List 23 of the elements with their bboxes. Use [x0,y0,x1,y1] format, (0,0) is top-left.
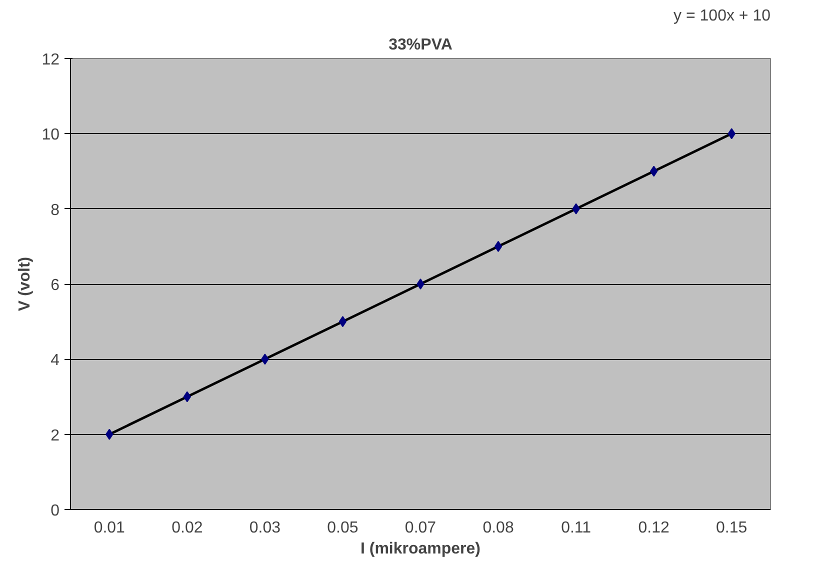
x-axis-title: I (mikroampere) [360,540,481,558]
y-tick-label: 4 [50,352,60,370]
y-tick-label: 6 [50,277,60,294]
y-tick-label: 0 [50,502,60,520]
x-tick-label: 0.01 [94,520,126,536]
x-tick-label: 0.12 [638,520,670,536]
point [494,240,502,252]
x-tick-label: 0.07 [404,520,436,536]
text: y = 100x + 10 [674,8,771,24]
y-tick-label: 10 [42,126,60,144]
x-tick-label: 0.03 [249,520,281,536]
x-tick-label: 0.05 [327,520,358,536]
x-tick-label: 0.02 [172,520,203,536]
y-tick-label: 2 [50,427,60,444]
y-tick-label: 12 [42,52,60,68]
x-tick-label: 0.08 [482,520,514,536]
y-axis-title: V (volt) [16,256,34,312]
x-tick-label: 0.15 [716,520,748,536]
point [416,278,424,290]
chart-title: 33%PVA [388,36,453,54]
x-tick-label: 0.11 [561,520,592,536]
y-tick-label: 8 [50,202,60,219]
point [338,316,347,328]
